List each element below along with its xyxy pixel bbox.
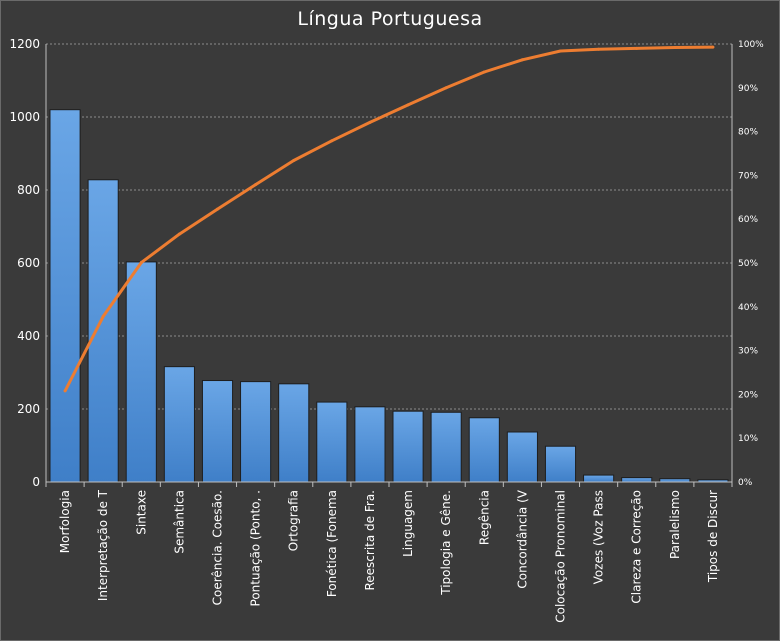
bar bbox=[544, 445, 577, 483]
y2-tick-label: 30% bbox=[738, 347, 758, 357]
y2-tick-label: 40% bbox=[738, 303, 758, 313]
bar bbox=[316, 401, 348, 483]
cumulative-point bbox=[711, 45, 715, 49]
category-label: Sintaxe bbox=[134, 490, 148, 535]
category-label: Paralelismo bbox=[668, 490, 682, 559]
category-label: Fonética (Fonema bbox=[325, 490, 339, 597]
bar bbox=[621, 477, 653, 483]
y-tick-label: 200 bbox=[17, 402, 40, 416]
category-label: Tipologia e Gêne. bbox=[439, 490, 453, 596]
category-label: Linguagem bbox=[401, 490, 415, 557]
cumulative-point bbox=[597, 47, 601, 51]
y2-tick-label: 80% bbox=[738, 128, 758, 138]
cumulative-point bbox=[101, 314, 105, 318]
cumulative-point bbox=[520, 58, 524, 62]
y-tick-label: 1200 bbox=[9, 37, 40, 51]
y-tick-label: 600 bbox=[17, 256, 40, 270]
category-label: Semântica bbox=[172, 490, 186, 554]
cumulative-point bbox=[139, 261, 143, 265]
bar bbox=[506, 431, 538, 483]
category-label: Concordância (V bbox=[515, 489, 529, 588]
category-label: Colocação Pronominal bbox=[554, 490, 568, 623]
category-label: Tipos de Discur bbox=[706, 490, 720, 583]
cumulative-point bbox=[254, 183, 258, 187]
bar bbox=[278, 383, 310, 483]
cumulative-point bbox=[673, 46, 677, 50]
y2-tick-label: 10% bbox=[738, 434, 758, 444]
bar bbox=[87, 179, 119, 483]
y2-tick-label: 60% bbox=[738, 215, 758, 225]
bar bbox=[430, 411, 462, 483]
bar bbox=[392, 410, 424, 483]
cumulative-point bbox=[368, 120, 372, 124]
cumulative-line bbox=[63, 45, 713, 392]
bar bbox=[583, 474, 615, 483]
category-label: Reescrita de Fra. bbox=[363, 490, 377, 591]
cumulative-point bbox=[177, 232, 181, 236]
category-label: Clareza e Correção bbox=[630, 490, 644, 604]
y-tick-label: 400 bbox=[17, 329, 40, 343]
bar bbox=[163, 366, 195, 483]
bar bbox=[201, 380, 234, 483]
category-label: Pontuação (Ponto, . bbox=[249, 490, 263, 606]
y2-tick-label: 50% bbox=[738, 259, 758, 269]
cumulative-point bbox=[216, 207, 219, 211]
bar bbox=[240, 381, 272, 483]
cumulative-point bbox=[444, 86, 448, 90]
category-label: Interpretação de T bbox=[96, 489, 110, 601]
y-tick-label: 0 bbox=[32, 475, 40, 489]
cumulative-point bbox=[330, 139, 334, 143]
category-label: Regência bbox=[477, 490, 491, 545]
bar bbox=[468, 417, 500, 483]
y2-tick-label: 20% bbox=[738, 390, 758, 400]
y2-tick-label: 100% bbox=[738, 40, 764, 50]
cumulative-point bbox=[406, 103, 410, 107]
y-tick-label: 1000 bbox=[9, 110, 40, 124]
cumulative-point bbox=[482, 70, 486, 74]
cumulative-point bbox=[635, 46, 639, 50]
category-label: Morfologia bbox=[58, 490, 72, 553]
category-label: Coerência. Coesão. bbox=[211, 490, 225, 605]
cumulative-point bbox=[63, 389, 67, 393]
category-label: Vozes (Voz Pass bbox=[592, 490, 606, 584]
y2-tick-label: 0% bbox=[738, 478, 753, 488]
bar bbox=[49, 109, 81, 483]
cumulative-point bbox=[292, 159, 296, 163]
y2-tick-label: 70% bbox=[738, 171, 758, 181]
chart-title: Língua Portuguesa bbox=[297, 8, 483, 30]
category-label: Ortografia bbox=[287, 490, 301, 551]
y2-tick-label: 90% bbox=[738, 84, 758, 94]
cumulative-point bbox=[559, 49, 562, 53]
y-tick-label: 800 bbox=[17, 183, 40, 197]
bar bbox=[354, 406, 386, 483]
bar bbox=[125, 261, 157, 483]
